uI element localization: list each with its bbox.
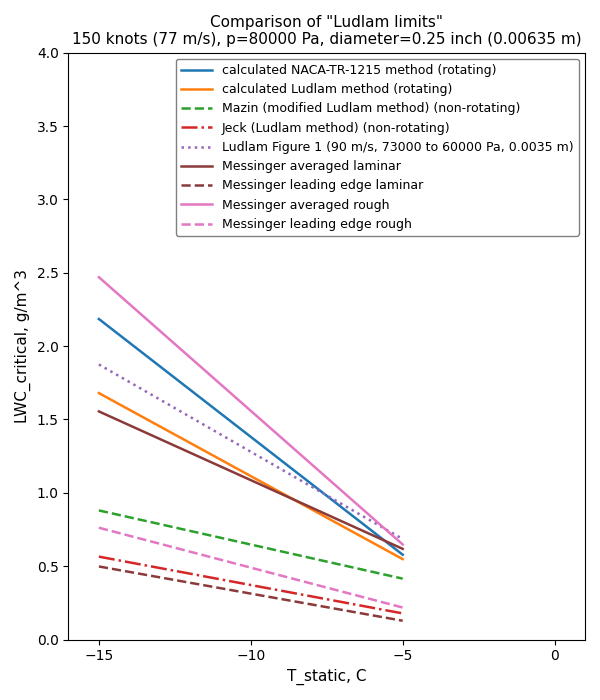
Messinger averaged rough — [399, 540, 406, 549]
Ludlam Figure 1 (90 m/s, 73000 to 60000 Pa, 0.0035 m) — [399, 535, 406, 543]
Line: Messinger averaged laminar: Messinger averaged laminar — [99, 412, 403, 549]
Y-axis label: LWC_critical, g/m^3: LWC_critical, g/m^3 — [15, 269, 31, 423]
Messinger leading edge laminar — [95, 562, 103, 570]
calculated Ludlam method (rotating) — [399, 555, 406, 564]
calculated NACA-TR-1215 method (rotating) — [95, 315, 103, 323]
X-axis label: T_static, C: T_static, C — [287, 668, 367, 685]
Line: Messinger leading edge laminar: Messinger leading edge laminar — [99, 566, 403, 621]
Line: calculated Ludlam method (rotating): calculated Ludlam method (rotating) — [99, 393, 403, 559]
Legend: calculated NACA-TR-1215 method (rotating), calculated Ludlam method (rotating), : calculated NACA-TR-1215 method (rotating… — [176, 59, 579, 236]
Mazin (modified Ludlam method) (non-rotating) — [95, 506, 103, 514]
Line: Messinger leading edge rough: Messinger leading edge rough — [99, 528, 403, 608]
Title: Comparison of "Ludlam limits"
150 knots (77 m/s), p=80000 Pa, diameter=0.25 inch: Comparison of "Ludlam limits" 150 knots … — [72, 15, 581, 48]
Mazin (modified Ludlam method) (non-rotating) — [399, 575, 406, 583]
Line: Ludlam Figure 1 (90 m/s, 73000 to 60000 Pa, 0.0035 m): Ludlam Figure 1 (90 m/s, 73000 to 60000 … — [99, 365, 403, 539]
Line: Jeck (Ludlam method) (non-rotating): Jeck (Ludlam method) (non-rotating) — [99, 556, 403, 613]
Ludlam Figure 1 (90 m/s, 73000 to 60000 Pa, 0.0035 m) — [95, 360, 103, 369]
Jeck (Ludlam method) (non-rotating) — [95, 552, 103, 561]
Messinger averaged laminar — [399, 545, 406, 553]
Line: Mazin (modified Ludlam method) (non-rotating): Mazin (modified Ludlam method) (non-rota… — [99, 510, 403, 579]
Line: calculated NACA-TR-1215 method (rotating): calculated NACA-TR-1215 method (rotating… — [99, 319, 403, 554]
Jeck (Ludlam method) (non-rotating) — [399, 609, 406, 617]
Messinger averaged laminar — [95, 407, 103, 416]
Messinger leading edge laminar — [399, 617, 406, 625]
calculated NACA-TR-1215 method (rotating) — [399, 550, 406, 559]
Messinger leading edge rough — [95, 524, 103, 532]
Messinger averaged rough — [95, 273, 103, 281]
Line: Messinger averaged rough: Messinger averaged rough — [99, 277, 403, 545]
calculated Ludlam method (rotating) — [95, 389, 103, 398]
Messinger leading edge rough — [399, 603, 406, 612]
